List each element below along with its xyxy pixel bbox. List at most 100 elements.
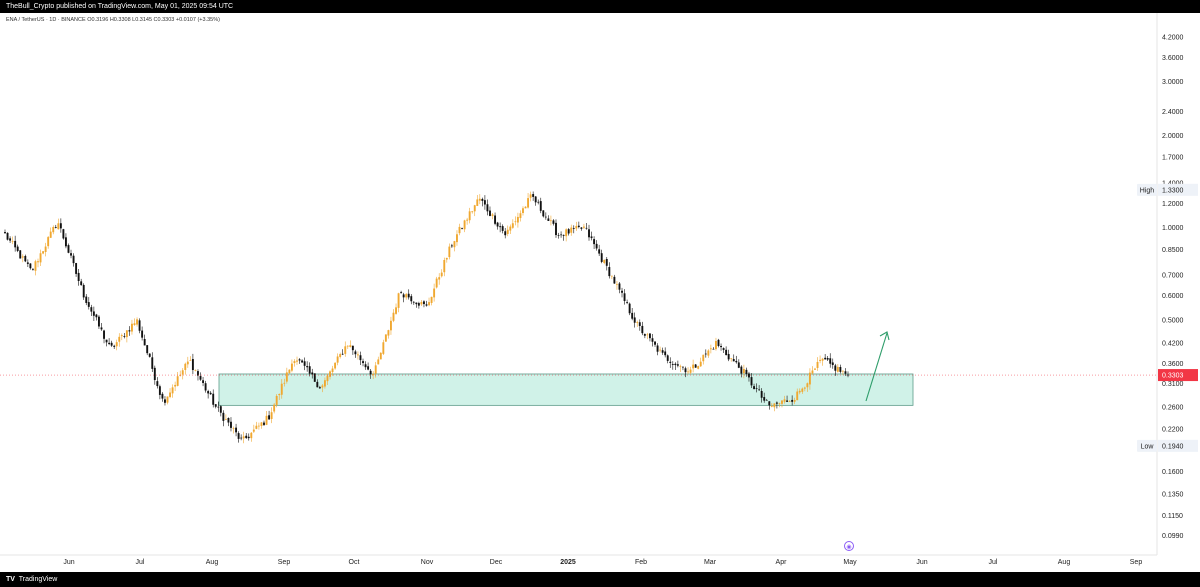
price-tick-label: 3.0000: [1162, 79, 1184, 86]
candle-body: [598, 249, 601, 254]
candle-body: [108, 342, 111, 345]
low-label: Low: [1141, 443, 1155, 450]
candle-body: [34, 261, 37, 271]
time-tick-label: Sep: [278, 559, 291, 566]
candle-body: [448, 246, 451, 258]
candle-body: [600, 253, 603, 262]
candle-body: [275, 395, 278, 405]
candle-body: [615, 284, 618, 285]
candle-body: [42, 251, 45, 254]
candle-body: [255, 425, 258, 429]
time-tick-label: Jun: [63, 559, 74, 566]
candle-body: [151, 357, 154, 369]
candle-body: [613, 276, 616, 284]
candle-body: [44, 246, 47, 252]
candle-body: [758, 389, 761, 391]
candle-body: [661, 350, 664, 353]
candle-body: [603, 259, 606, 263]
candle-body: [522, 208, 524, 214]
last-price-badge: [1158, 369, 1198, 382]
candle-body: [80, 281, 83, 286]
candle-body: [331, 368, 334, 373]
candle-body: [326, 375, 329, 382]
candle-body: [250, 432, 253, 439]
candle-body: [740, 366, 743, 374]
candle-body: [62, 229, 65, 239]
candle-body: [656, 345, 659, 352]
candle-body: [539, 201, 542, 211]
candle-body: [125, 330, 128, 338]
candle-body: [549, 220, 552, 222]
candle-body: [730, 358, 733, 360]
candle-body: [143, 338, 146, 346]
candle-body: [133, 323, 136, 325]
candle-body: [608, 267, 611, 277]
candle-body: [717, 339, 720, 346]
candle-body: [374, 365, 377, 374]
support-zone: [218, 373, 914, 406]
candle-body: [709, 348, 712, 350]
candle-body: [21, 256, 24, 258]
candle-body: [468, 211, 471, 221]
candle-body: [826, 358, 829, 360]
candle-body: [313, 373, 316, 382]
candle-body: [26, 262, 29, 264]
candle-body: [588, 229, 590, 238]
candle-body: [339, 354, 342, 357]
candle-body: [768, 401, 771, 406]
price-tick-label: 0.2200: [1162, 427, 1184, 434]
candle-body: [643, 334, 646, 336]
candle-body: [428, 302, 430, 306]
candle-body: [715, 340, 717, 350]
candle-body: [674, 363, 677, 366]
candle-body: [128, 330, 131, 332]
candle-body: [397, 293, 400, 308]
price-tick-label: 1.0000: [1162, 225, 1184, 232]
time-tick-label: Apr: [776, 559, 788, 566]
candle-body: [742, 369, 745, 374]
candle-body: [623, 293, 626, 301]
candle-body: [230, 421, 232, 428]
event-marker-icon[interactable]: [844, 541, 854, 551]
projection-arrow: [865, 332, 888, 402]
chart-canvas[interactable]: ENA / TetherUS · 1D · BINANCE O0.3196 H0…: [0, 13, 1200, 572]
price-tick-label: 0.3600: [1162, 361, 1184, 368]
candle-body: [118, 336, 121, 342]
candle-body: [453, 241, 456, 248]
candle-body: [115, 342, 118, 347]
candle-body: [466, 219, 469, 221]
candle-body: [54, 227, 57, 228]
candle-body: [704, 353, 707, 355]
candle-body: [542, 210, 545, 217]
high-badge: [1137, 183, 1157, 196]
price-chart[interactable]: ENA / TetherUS · 1D · BINANCE O0.3196 H0…: [0, 13, 1200, 572]
candle-body: [593, 239, 596, 245]
time-tick-label: Mar: [704, 559, 717, 566]
candle-body: [491, 214, 494, 216]
candle-body: [11, 241, 14, 242]
candle-body: [847, 374, 849, 376]
candle-body: [270, 412, 273, 419]
candle-body: [278, 394, 281, 396]
candle-body: [575, 225, 578, 229]
candle-body: [844, 371, 847, 374]
candle-body: [443, 259, 446, 273]
candle-body: [412, 301, 415, 303]
candle-body: [14, 240, 17, 248]
candle-body: [227, 418, 230, 423]
candle-body: [153, 367, 156, 381]
candle-body: [64, 237, 67, 247]
candle-body: [400, 292, 403, 294]
candle-body: [103, 330, 105, 339]
candle-body: [351, 345, 354, 351]
candle-body: [438, 277, 441, 280]
candle-body: [504, 231, 507, 236]
candle-body: [720, 345, 722, 348]
candle-body: [651, 338, 654, 342]
candle-body: [334, 362, 337, 369]
candle-body: [494, 215, 497, 224]
candle-body: [461, 228, 463, 229]
candle-body: [628, 303, 631, 314]
candle-body: [268, 415, 271, 420]
price-tick-label: 4.2000: [1162, 34, 1184, 41]
